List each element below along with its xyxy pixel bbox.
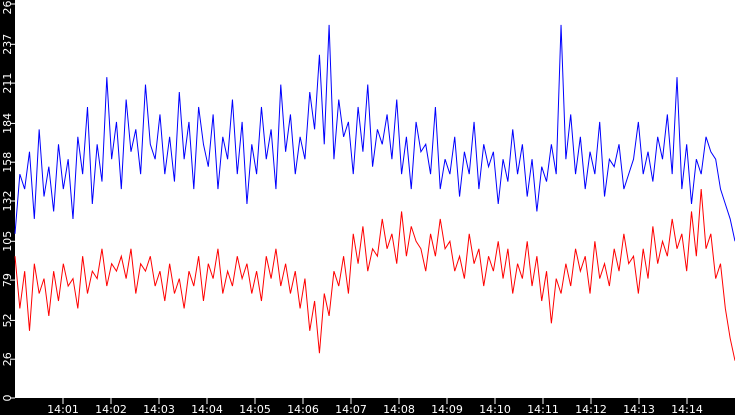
x-tick-label: 14:08: [383, 403, 415, 415]
x-tick-label: 14:13: [623, 403, 655, 415]
x-tick-label: 14:04: [191, 403, 223, 415]
x-tick-label: 14:10: [479, 403, 511, 415]
x-tick-label: 14:01: [47, 403, 79, 415]
x-tick-label: 14:05: [239, 403, 271, 415]
y-tick-label: 264: [1, 0, 14, 15]
y-tick-label: 79: [1, 273, 14, 287]
x-tick-label: 14:12: [575, 403, 607, 415]
x-tick-label: 14:07: [335, 403, 367, 415]
plot-area: [15, 0, 735, 398]
x-tick-label: 14:02: [95, 403, 127, 415]
x-tick-label: 14:06: [287, 403, 319, 415]
y-tick-label: 52: [1, 313, 14, 327]
y-tick-label: 105: [1, 231, 14, 252]
y-tick-label: 0: [1, 395, 14, 402]
series-line-1: [14, 24, 735, 242]
y-tick-label: 211: [1, 73, 14, 94]
y-tick-label: 237: [1, 34, 14, 55]
series-lines: [14, 24, 735, 361]
x-tick-label: 14:14: [671, 403, 703, 415]
x-tick-label: 14:11: [527, 403, 559, 415]
y-tick-label: 26: [1, 352, 14, 366]
y-axis: 0 26 52 79 105 132 158 184 211 237 264: [1, 0, 15, 402]
y-tick-label: 158: [1, 152, 14, 173]
x-tick-label: 14:09: [431, 403, 463, 415]
x-axis: 14:01 14:02 14:03 14:04 14:05 14:06 14:07 14:08…: [47, 398, 703, 415]
x-tick-label: 14:03: [143, 403, 175, 415]
y-tick-label: 184: [1, 113, 14, 134]
series-line-2: [14, 189, 735, 361]
y-tick-label: 132: [1, 191, 14, 212]
